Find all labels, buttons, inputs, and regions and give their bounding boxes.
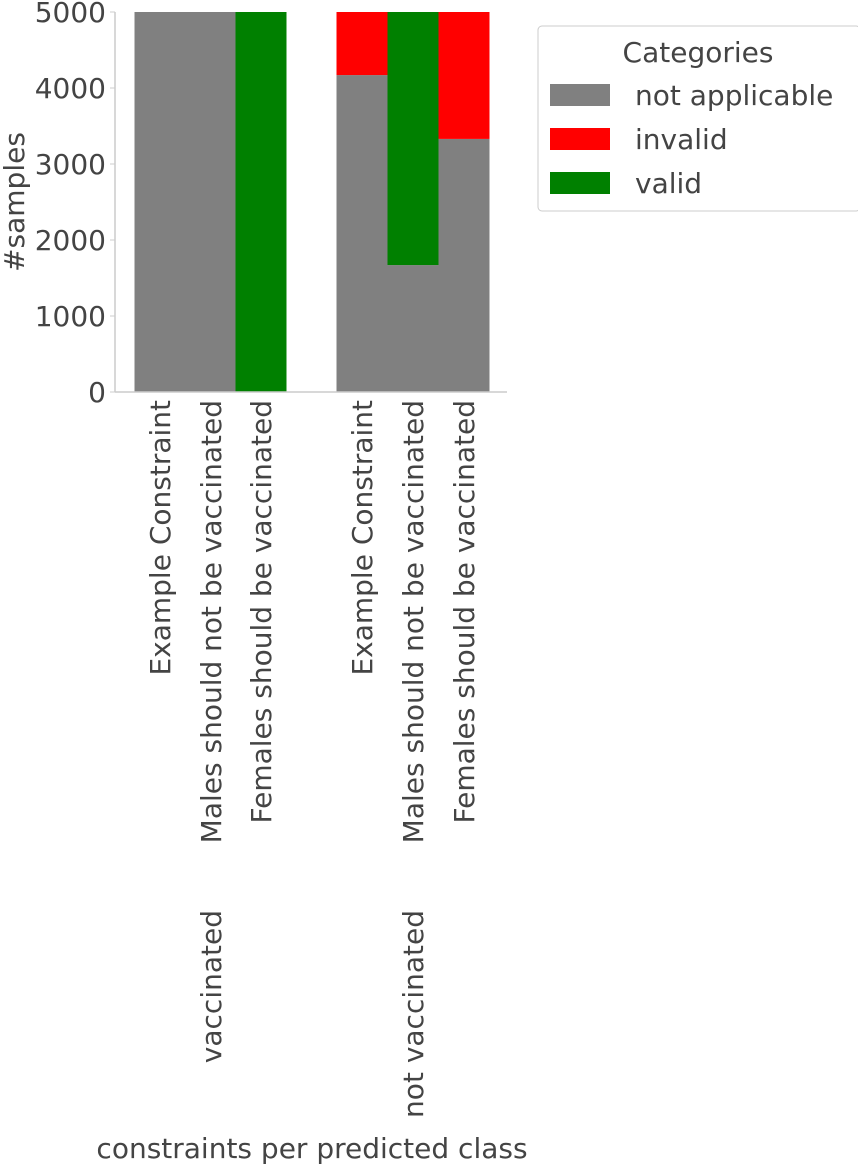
x-tick-labels-layer: Example Constraint Males should not be va… <box>144 400 481 843</box>
axes-layer <box>114 12 507 393</box>
y-tick-label: 3000 <box>35 148 106 181</box>
bar-segment <box>235 12 287 392</box>
y-axis-label: #samples <box>0 132 31 272</box>
group-label: not vaccinated <box>397 910 430 1118</box>
bar-segment <box>134 12 186 392</box>
legend-label: invalid <box>635 123 728 156</box>
legend-swatch <box>550 172 610 194</box>
y-tick-label: 2000 <box>35 224 106 257</box>
legend-label: not applicable <box>635 79 833 112</box>
x-tick-label: Example Constraint <box>346 400 379 676</box>
group-labels-layer: vaccinated not vaccinated <box>195 910 430 1118</box>
group-label: vaccinated <box>195 910 228 1063</box>
x-tick-label: Males should not be vaccinated <box>195 400 228 843</box>
x-tick-label: Females should be vaccinated <box>448 400 481 823</box>
bar-segment <box>438 12 490 139</box>
legend-label: valid <box>635 167 702 200</box>
legend-swatch <box>550 84 610 106</box>
x-tick-label: Males should not be vaccinated <box>397 400 430 843</box>
bar-segment <box>387 12 439 266</box>
bar-segment <box>336 12 388 76</box>
bar-segment <box>438 138 490 392</box>
legend-title: Categories <box>623 36 774 69</box>
y-tick-label: 5000 <box>35 0 106 29</box>
y-tick-label: 4000 <box>35 72 106 105</box>
x-axis-label: constraints per predicted class <box>96 1132 527 1165</box>
legend-items: not applicable invalid valid <box>550 79 833 200</box>
y-tick-label: 0 <box>88 376 106 409</box>
legend-frame <box>537 25 858 212</box>
y-tick-label: 1000 <box>35 300 106 333</box>
x-tick-label: Females should be vaccinated <box>245 400 278 823</box>
legend: Categories not applicable invalid valid <box>537 25 858 212</box>
bar-segment <box>185 12 237 392</box>
bar-segment <box>387 265 439 392</box>
x-tick-label: Example Constraint <box>144 400 177 676</box>
bar-segment <box>336 75 388 392</box>
legend-swatch <box>550 128 610 150</box>
y-ticks-layer: 0 1000 2000 3000 4000 5000 <box>35 0 115 409</box>
bars-layer <box>134 12 490 392</box>
